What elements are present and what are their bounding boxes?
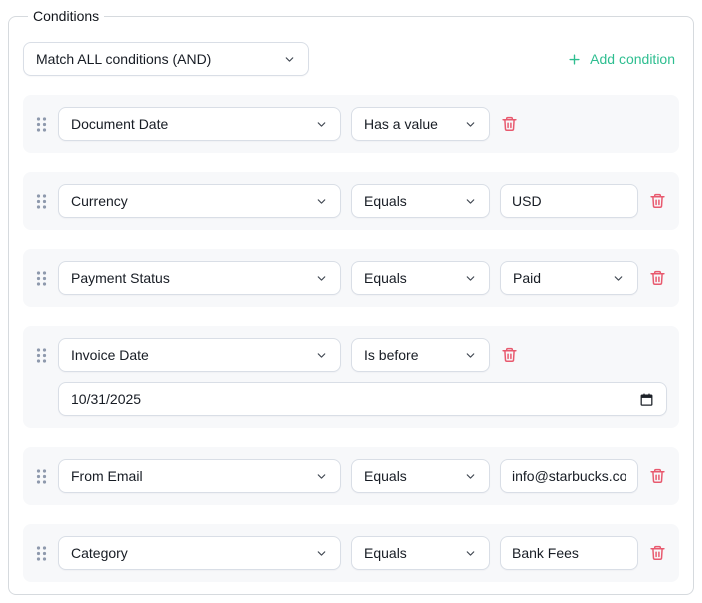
field-select-value: Currency (71, 193, 128, 209)
chevron-down-icon (466, 550, 475, 556)
chevron-down-icon (317, 275, 326, 281)
trash-icon (650, 193, 665, 209)
calendar-icon (640, 393, 653, 406)
operator-select-value: Equals (364, 193, 407, 209)
operator-select-value: Equals (364, 468, 407, 484)
delete-condition-button[interactable] (500, 345, 519, 365)
operator-select-value: Equals (364, 270, 407, 286)
delete-condition-button[interactable] (648, 543, 667, 563)
operator-select-value: Is before (364, 347, 419, 363)
chevron-down-icon (466, 198, 475, 204)
plus-icon (569, 53, 580, 65)
condition-rows: Document Date Has a value Currency Equal… (23, 95, 679, 582)
field-select-value: Document Date (71, 116, 169, 132)
chevron-down-icon (285, 56, 294, 62)
value-select-value: Paid (513, 270, 542, 286)
chevron-down-icon (466, 121, 475, 127)
condition-row: Payment Status Equals Paid (23, 249, 679, 307)
field-select[interactable]: Category (58, 536, 341, 570)
operator-select[interactable]: Equals (351, 459, 490, 493)
chevron-down-icon (317, 198, 326, 204)
operator-select-value: Equals (364, 545, 407, 561)
chevron-down-icon (317, 121, 326, 127)
operator-select[interactable]: Is before (351, 338, 490, 372)
delete-condition-button[interactable] (648, 466, 667, 486)
field-select[interactable]: From Email (58, 459, 341, 493)
chevron-down-icon (614, 275, 623, 281)
operator-select-value: Has a value (364, 116, 438, 132)
drag-handle-icon[interactable] (35, 193, 48, 210)
conditions-legend: Conditions (33, 8, 100, 24)
field-select[interactable]: Currency (58, 184, 341, 218)
field-select[interactable]: Payment Status (58, 261, 341, 295)
value-input[interactable] (500, 184, 638, 218)
delete-condition-button[interactable] (500, 114, 519, 134)
match-type-select[interactable]: Match ALL conditions (AND) (23, 42, 309, 76)
field-select-value: Invoice Date (71, 347, 149, 363)
date-input-value: 10/31/2025 (71, 391, 142, 407)
operator-select[interactable]: Equals (351, 261, 490, 295)
drag-handle-icon[interactable] (35, 116, 48, 133)
date-value-line: 10/31/2025 (58, 382, 667, 416)
value-input[interactable] (500, 459, 638, 493)
field-select-value: Payment Status (71, 270, 170, 286)
condition-row: Document Date Has a value (23, 95, 679, 153)
drag-handle-icon[interactable] (35, 347, 48, 364)
field-select[interactable]: Invoice Date (58, 338, 341, 372)
drag-handle-icon[interactable] (35, 270, 48, 287)
operator-select[interactable]: Equals (351, 184, 490, 218)
conditions-group: Conditions Match ALL conditions (AND) Ad… (8, 8, 694, 595)
chevron-down-icon (466, 473, 475, 479)
trash-icon (650, 270, 665, 286)
trash-icon (650, 468, 665, 484)
delete-condition-button[interactable] (648, 191, 667, 211)
trash-icon (650, 545, 665, 561)
condition-row: Currency Equals (23, 172, 679, 230)
chevron-down-icon (317, 352, 326, 358)
operator-select[interactable]: Equals (351, 536, 490, 570)
condition-row: Invoice Date Is before 10/31/2025 (23, 326, 679, 428)
value-select[interactable]: Paid (500, 261, 638, 295)
conditions-header: Match ALL conditions (AND) Add condition (23, 42, 679, 76)
add-condition-label: Add condition (590, 51, 675, 67)
trash-icon (502, 347, 517, 363)
match-type-value: Match ALL conditions (AND) (36, 51, 212, 67)
drag-handle-icon[interactable] (35, 468, 48, 485)
add-condition-button[interactable]: Add condition (563, 45, 679, 73)
drag-handle-icon[interactable] (35, 545, 48, 562)
value-input[interactable] (500, 536, 638, 570)
field-select[interactable]: Document Date (58, 107, 341, 141)
delete-condition-button[interactable] (648, 268, 667, 288)
field-select-value: From Email (71, 468, 143, 484)
condition-row: From Email Equals (23, 447, 679, 505)
field-select-value: Category (71, 545, 128, 561)
date-input[interactable]: 10/31/2025 (58, 382, 667, 416)
operator-select[interactable]: Has a value (351, 107, 490, 141)
chevron-down-icon (466, 352, 475, 358)
chevron-down-icon (317, 473, 326, 479)
chevron-down-icon (317, 550, 326, 556)
condition-row: Category Equals (23, 524, 679, 582)
trash-icon (502, 116, 517, 132)
chevron-down-icon (466, 275, 475, 281)
